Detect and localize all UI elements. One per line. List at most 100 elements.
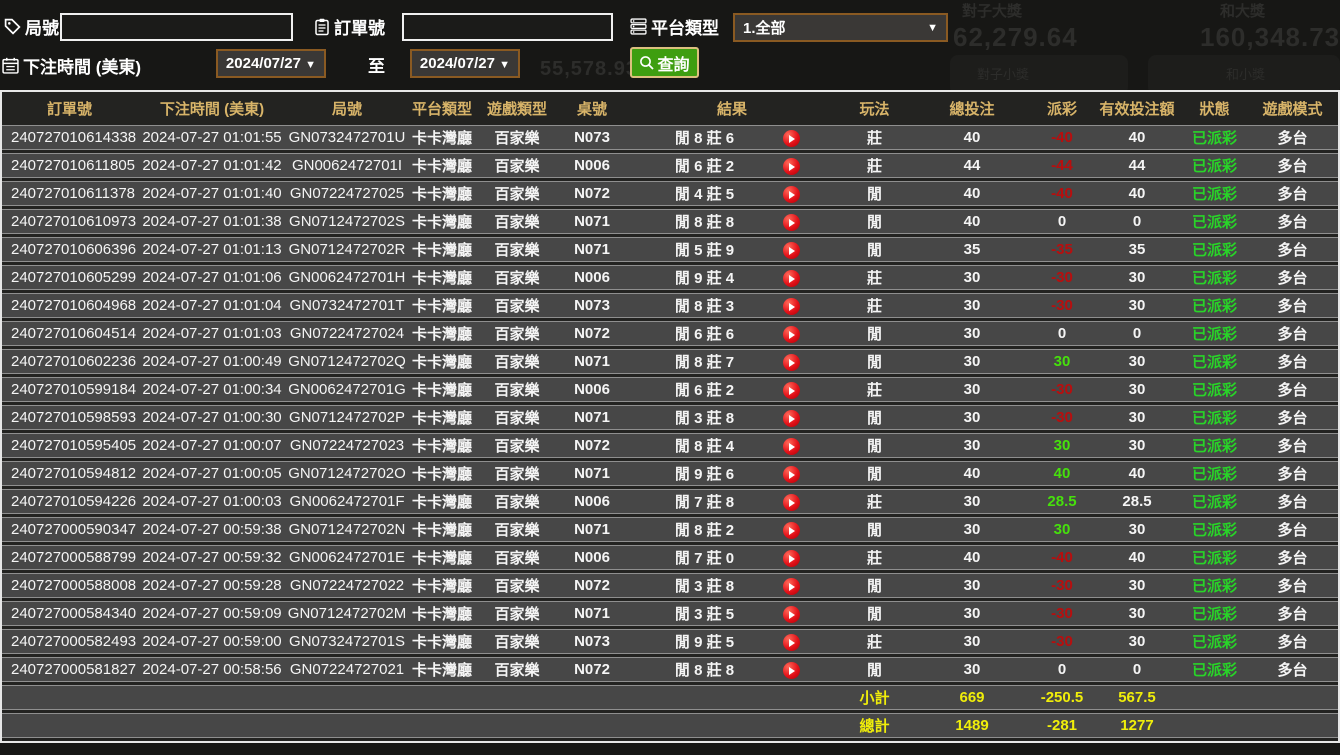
table-number-cell: N073 [557,629,627,654]
result-cell: 閒 9 莊 6 [627,461,837,486]
valid-bet-cell: 0 [1092,657,1182,682]
round-number-cell: GN0712472702O [287,461,407,486]
game-mode-cell: 多台 [1247,489,1338,514]
replay-video-icon[interactable] [783,466,800,483]
play-type-cell: 閒 [837,657,912,682]
result-text: 閒 7 莊 8 [674,494,735,511]
grand-total-row: 總計 1489 -281 1277 [2,713,1338,738]
table-row: 240727010605299 2024-07-27 01:01:06 GN0062… [2,265,1338,290]
replay-video-icon[interactable] [783,326,800,343]
round-number-cell: GN0712472702S [287,209,407,234]
table-number-cell: N071 [557,209,627,234]
game-mode-cell: 多台 [1247,321,1338,346]
date-range-to-label: 至 [368,57,385,76]
platform-cell: 卡卡灣廳 [407,629,477,654]
replay-video-icon[interactable] [783,634,800,651]
bet-time-cell: 2024-07-27 00:58:56 [137,657,287,682]
date-from-picker[interactable]: 2024/07/27 ▼ [216,49,326,78]
summary-spacer [2,685,837,710]
platform-type-select[interactable]: 1.全部 ▼ [733,13,948,42]
game-type-cell: 百家樂 [477,377,557,402]
subtotal-row: 小計 669 -250.5 567.5 [2,685,1338,710]
total-bet-cell: 30 [912,349,1032,374]
result-cell: 閒 6 莊 2 [627,377,837,402]
replay-video-icon[interactable] [783,410,800,427]
replay-video-icon[interactable] [783,186,800,203]
bet-time-label: 下注時間 (美東) [23,58,142,77]
status-cell: 已派彩 [1182,629,1247,654]
game-type-cell: 百家樂 [477,629,557,654]
valid-bet-cell: 40 [1092,181,1182,206]
replay-video-icon[interactable] [783,354,800,371]
play-type-cell: 莊 [837,377,912,402]
replay-video-icon[interactable] [783,606,800,623]
platform-cell: 卡卡灣廳 [407,265,477,290]
status-cell: 已派彩 [1182,601,1247,626]
status-cell: 已派彩 [1182,209,1247,234]
replay-video-icon[interactable] [783,214,800,231]
replay-video-icon[interactable] [783,578,800,595]
bet-time-cell: 2024-07-27 01:00:07 [137,433,287,458]
order-number-input[interactable] [402,13,613,41]
table-row: 240727010599184 2024-07-27 01:00:34 GN0062… [2,377,1338,402]
bet-time-cell: 2024-07-27 01:01:13 [137,237,287,262]
column-header: 遊戲類型 [477,95,557,122]
bet-time-cell: 2024-07-27 01:01:03 [137,321,287,346]
payout-cell: -30 [1032,405,1092,430]
table-row: 240727010611378 2024-07-27 01:01:40 GN0722… [2,181,1338,206]
search-button[interactable]: 查詢 [630,47,699,78]
round-number-cell: GN07224727021 [287,657,407,682]
game-type-cell: 百家樂 [477,601,557,626]
game-type-cell: 百家樂 [477,293,557,318]
game-type-cell: 百家樂 [477,573,557,598]
platform-cell: 卡卡灣廳 [407,321,477,346]
replay-video-icon[interactable] [783,298,800,315]
play-type-cell: 莊 [837,153,912,178]
date-to-picker[interactable]: 2024/07/27 ▼ [410,49,520,78]
replay-video-icon[interactable] [783,550,800,567]
bet-time-cell: 2024-07-27 00:59:00 [137,629,287,654]
replay-video-icon[interactable] [783,438,800,455]
order-number-cell: 240727010599184 [2,377,137,402]
replay-video-icon[interactable] [783,130,800,147]
valid-bet-cell: 30 [1092,601,1182,626]
replay-video-icon[interactable] [783,382,800,399]
platform-cell: 卡卡灣廳 [407,545,477,570]
replay-video-icon[interactable] [783,522,800,539]
game-mode-cell: 多台 [1247,181,1338,206]
round-number-cell: GN0062472701I [287,153,407,178]
game-type-cell: 百家樂 [477,153,557,178]
payout-cell: 0 [1032,209,1092,234]
valid-bet-cell: 40 [1092,461,1182,486]
payout-cell: -30 [1032,601,1092,626]
table-row: 240727010594226 2024-07-27 01:00:03 GN0062… [2,489,1338,514]
replay-video-icon[interactable] [783,158,800,175]
platform-cell: 卡卡灣廳 [407,601,477,626]
game-mode-cell: 多台 [1247,293,1338,318]
summary-valid-bet: 1277 [1092,713,1182,738]
table-row: 240727010604514 2024-07-27 01:01:03 GN0722… [2,321,1338,346]
total-bet-cell: 35 [912,237,1032,262]
replay-video-icon[interactable] [783,494,800,511]
replay-video-icon[interactable] [783,662,800,679]
game-type-cell: 百家樂 [477,237,557,262]
order-number-cell: 240727010594226 [2,489,137,514]
payout-cell: 0 [1032,657,1092,682]
valid-bet-cell: 0 [1092,321,1182,346]
result-text: 閒 7 莊 0 [674,550,735,567]
result-text: 閒 8 莊 7 [674,354,735,371]
status-cell: 已派彩 [1182,573,1247,598]
status-cell: 已派彩 [1182,181,1247,206]
round-number-input[interactable] [60,13,293,41]
total-bet-cell: 30 [912,489,1032,514]
ghost-card [1148,55,1340,95]
result-cell: 閒 9 莊 5 [627,629,837,654]
replay-video-icon[interactable] [783,270,800,287]
valid-bet-cell: 30 [1092,293,1182,318]
chevron-down-icon: ▼ [305,59,317,71]
total-bet-cell: 40 [912,209,1032,234]
column-header: 平台類型 [407,95,477,122]
replay-video-icon[interactable] [783,242,800,259]
table-number-cell: N006 [557,265,627,290]
table-row: 240727010598593 2024-07-27 01:00:30 GN0712… [2,405,1338,430]
